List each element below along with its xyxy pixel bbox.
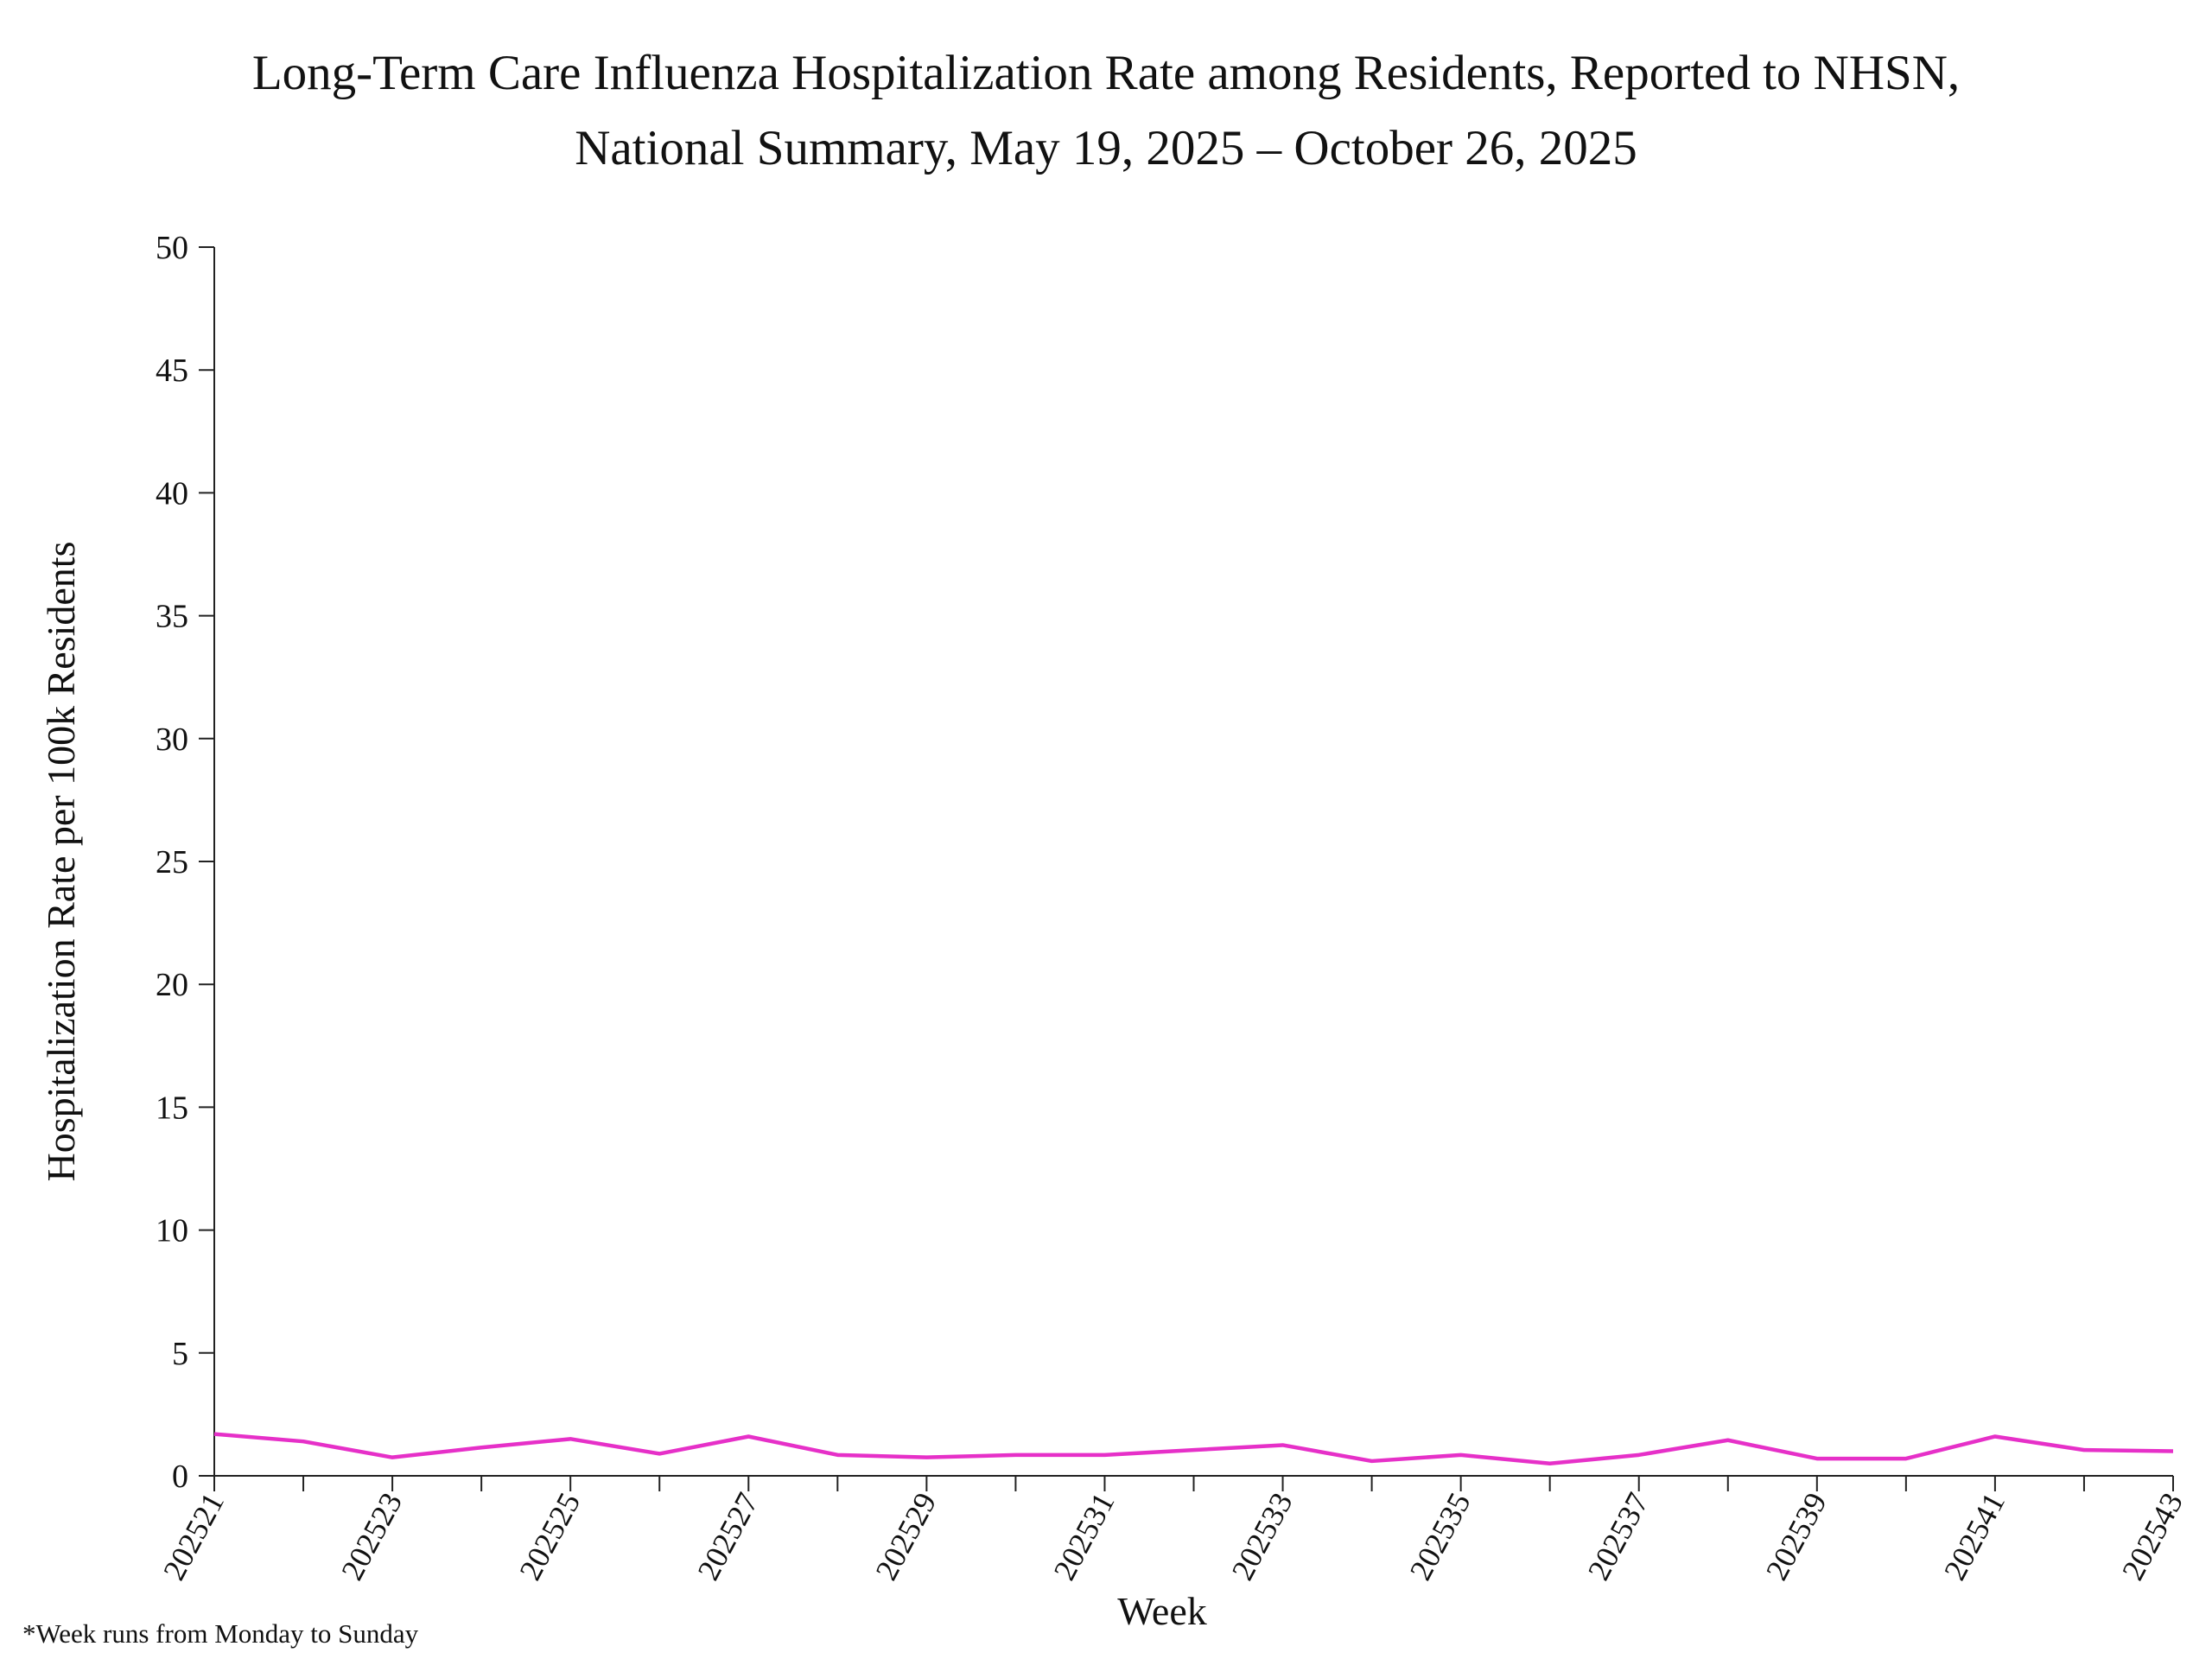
y-tick-label: 45 bbox=[156, 353, 188, 389]
chart-title: National Summary, May 19, 2025 – October… bbox=[575, 121, 1637, 175]
chart-title: Long-Term Care Influenza Hospitalization… bbox=[252, 46, 1960, 100]
footnote: *Week runs from Monday to Sunday bbox=[22, 1618, 419, 1649]
x-tick-label: 202529 bbox=[868, 1487, 943, 1586]
y-tick-label: 35 bbox=[156, 599, 188, 635]
x-tick-label: 202533 bbox=[1225, 1487, 1300, 1586]
x-tick-label: 202537 bbox=[1581, 1487, 1656, 1586]
x-tick-label: 202531 bbox=[1046, 1487, 1121, 1586]
y-axis-label: Hospitalization Rate per 100k Residents bbox=[39, 542, 83, 1182]
x-tick-label: 202541 bbox=[1937, 1487, 2012, 1586]
data-line bbox=[213, 1432, 2174, 1466]
x-tick-label: 202521 bbox=[156, 1487, 231, 1586]
x-tick-label: 202527 bbox=[690, 1487, 765, 1586]
y-tick-label: 50 bbox=[156, 230, 188, 266]
y-tick-label: 0 bbox=[172, 1459, 188, 1495]
y-tick-label: 40 bbox=[156, 475, 188, 512]
y-tick-label: 25 bbox=[156, 844, 188, 880]
x-tick-label: 202539 bbox=[1759, 1487, 1834, 1586]
y-tick-label: 20 bbox=[156, 967, 188, 1003]
y-tick-label: 15 bbox=[156, 1090, 188, 1126]
x-tick-label: 202543 bbox=[2115, 1487, 2190, 1586]
x-tick-label: 202523 bbox=[334, 1487, 409, 1586]
y-tick-label: 10 bbox=[156, 1213, 188, 1249]
x-tick-label: 202525 bbox=[512, 1487, 587, 1586]
x-tick-label: 202535 bbox=[1403, 1487, 1478, 1586]
y-tick-label: 30 bbox=[156, 721, 188, 758]
y-tick-label: 5 bbox=[172, 1336, 188, 1372]
x-axis-label: Week bbox=[1117, 1589, 1207, 1633]
